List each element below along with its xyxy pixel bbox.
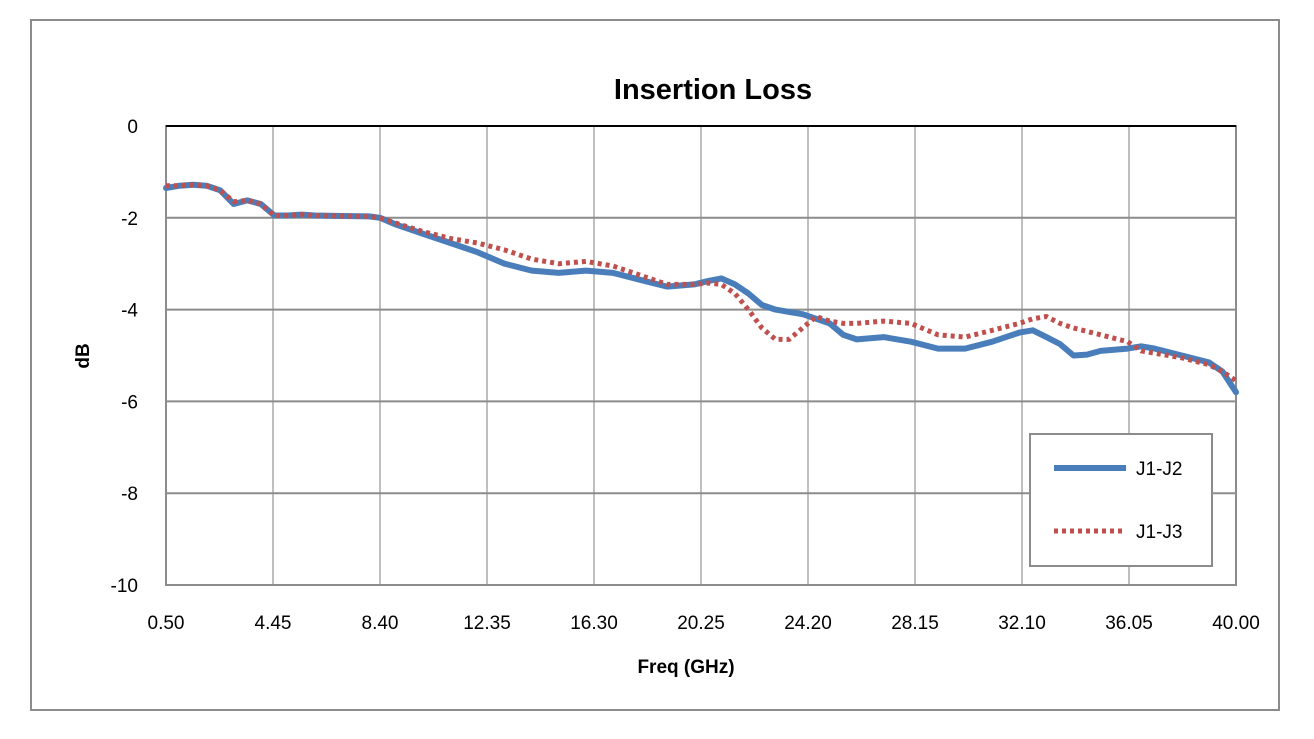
- x-tick-label: 40.00: [1212, 613, 1260, 634]
- x-axis-ticks: 0.50 4.45 8.40 12.35 16.30 20.25 24.20 28.15 32.…: [148, 613, 1260, 634]
- y-tick-label: -10: [111, 576, 138, 597]
- y-tick-label: -2: [121, 209, 138, 230]
- series-layer: [163, 181, 1239, 396]
- x-tick-label: 24.20: [784, 613, 832, 634]
- x-tick-label: 36.05: [1105, 613, 1153, 634]
- y-axis-ticks: 0 -2 -4 -6 -8 -10: [111, 117, 139, 597]
- x-axis-title: Freq (GHz): [637, 657, 734, 678]
- x-tick-label: 12.35: [463, 613, 511, 634]
- legend-box: [1029, 433, 1213, 567]
- x-tick-label: 20.25: [677, 613, 725, 634]
- series-line-j1-j3: [166, 182, 1238, 383]
- legend: J1-J2 J1-J3: [1029, 433, 1213, 567]
- x-tick-label: 32.10: [998, 613, 1046, 634]
- x-tick-label: 28.15: [891, 613, 939, 634]
- legend-label-j1-j2: J1-J2: [1136, 459, 1182, 480]
- chart-title: Insertion Loss: [614, 74, 812, 106]
- grid: [165, 125, 1237, 586]
- legend-label-j1-j3: J1-J3: [1136, 522, 1182, 543]
- chart-svg: Insertion Loss 0.50 4.45 8.40 12.35 16.30 20.…: [73, 74, 1260, 678]
- y-tick-label: -8: [121, 484, 138, 505]
- y-tick-label: -4: [121, 301, 138, 322]
- y-axis-title: dB: [73, 343, 94, 368]
- chart-frame: Insertion Loss 0.50 4.45 8.40 12.35 16.30 20.…: [30, 19, 1280, 711]
- x-tick-label: 16.30: [570, 613, 618, 634]
- x-tick-label: 0.50: [148, 613, 185, 634]
- y-tick-label: -6: [121, 392, 138, 413]
- x-tick-label: 8.40: [362, 613, 399, 634]
- x-tick-label: 4.45: [255, 613, 292, 634]
- y-tick-label: 0: [127, 117, 138, 138]
